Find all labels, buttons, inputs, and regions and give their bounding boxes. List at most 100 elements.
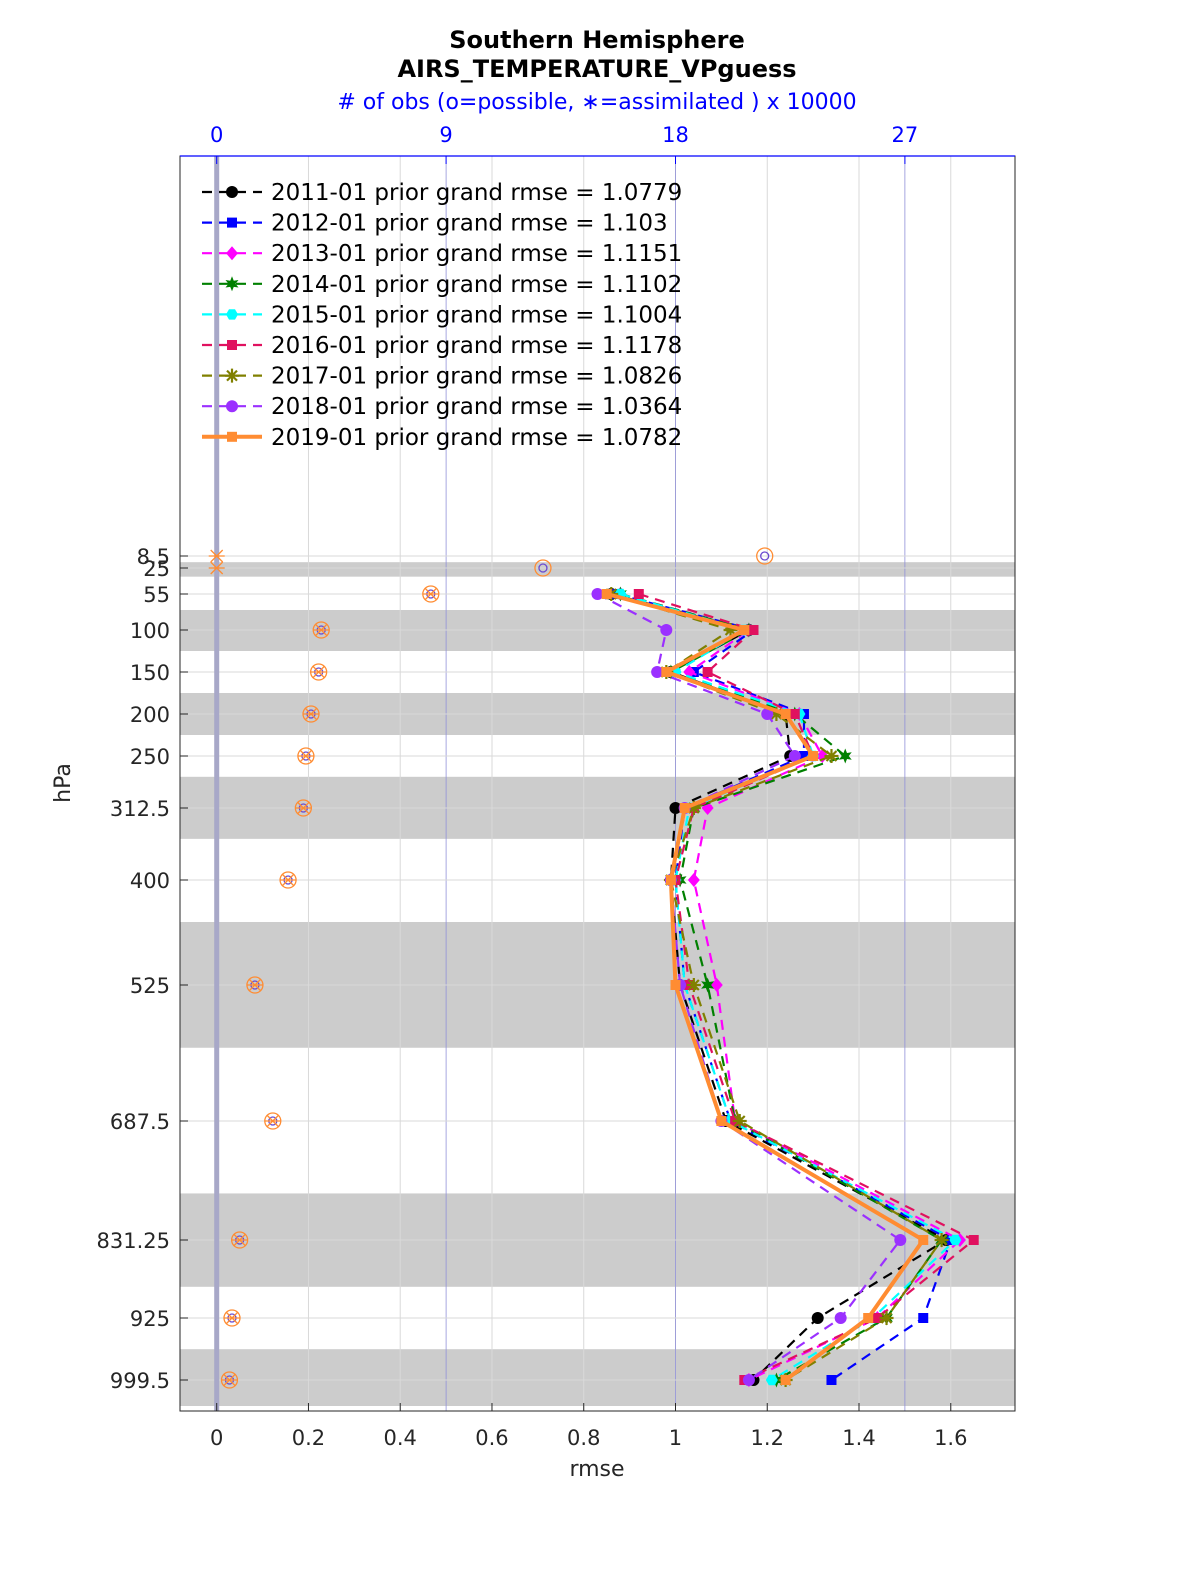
legend-label: 2012-01 prior grand rmse = 1.103 xyxy=(271,211,668,237)
series-line xyxy=(638,592,976,1381)
series-marker xyxy=(824,749,839,763)
x-tick-label: 1 xyxy=(669,1426,682,1450)
obs-assimilated-marker xyxy=(297,749,314,763)
y-tick-label: 150 xyxy=(130,661,170,685)
y-tick-label: 200 xyxy=(130,703,170,727)
series-lines xyxy=(591,586,979,1388)
series-marker xyxy=(934,1233,949,1247)
series-line xyxy=(620,592,962,1381)
series-marker xyxy=(723,623,738,637)
legend: 2011-01 prior grand rmse = 1.0779 2012-01… xyxy=(202,180,682,451)
series-marker xyxy=(748,625,759,635)
series-marker xyxy=(226,309,238,320)
series-marker xyxy=(765,1374,778,1386)
obs-assimilated-marker xyxy=(231,1233,248,1247)
x-axis-label: rmse xyxy=(569,1457,624,1482)
layer-bands xyxy=(180,562,1015,1406)
obs-assimilated-marker xyxy=(303,707,320,721)
obs-possible-marker xyxy=(756,547,774,565)
series-marker xyxy=(894,1234,907,1246)
x-tick-label: 0 xyxy=(210,1426,223,1450)
y-tick-label: 925 xyxy=(130,1307,170,1331)
obs-assimilated-marker xyxy=(295,801,312,815)
obs-assimilated-marker xyxy=(280,873,297,887)
series-marker xyxy=(716,1116,727,1126)
series-marker xyxy=(225,276,239,292)
y-tick-label: 400 xyxy=(130,869,170,893)
series-marker xyxy=(226,246,238,261)
obs-assimilated-marker xyxy=(422,587,439,601)
y-tick-label: 999.5 xyxy=(110,1369,170,1393)
legend-label: 2011-01 prior grand rmse = 1.0779 xyxy=(271,180,682,206)
series-marker xyxy=(679,803,690,813)
series-marker xyxy=(227,217,237,228)
series-marker xyxy=(872,1313,883,1323)
y-tick-label: 100 xyxy=(130,619,170,643)
series-marker xyxy=(769,707,784,721)
series-marker xyxy=(651,666,664,678)
obs-possible-inner xyxy=(760,551,770,561)
series-marker xyxy=(918,1313,929,1323)
chart-title: Southern Hemisphere xyxy=(449,26,745,54)
y-tick-label: 312.5 xyxy=(110,797,170,821)
legend-entry: 2012-01 prior grand rmse = 1.103 xyxy=(202,211,668,237)
series-marker xyxy=(761,708,774,720)
series-marker xyxy=(826,1375,837,1385)
series-marker xyxy=(808,751,819,761)
series-marker xyxy=(660,624,673,636)
legend-label: 2017-01 prior grand rmse = 1.0826 xyxy=(271,364,682,390)
series-marker xyxy=(788,750,801,762)
x-tick-label: 0.2 xyxy=(292,1426,325,1450)
obs-assimilated-marker xyxy=(310,665,327,679)
legend-label: 2013-01 prior grand rmse = 1.1151 xyxy=(271,241,682,267)
series-marker xyxy=(227,340,237,350)
legend-label: 2019-01 prior grand rmse = 1.0782 xyxy=(271,425,682,451)
y-tick-label: 831.25 xyxy=(97,1229,170,1253)
legend-entry: 2019-01 prior grand rmse = 1.0782 xyxy=(202,425,682,451)
legend-label: 2016-01 prior grand rmse = 1.1178 xyxy=(271,333,682,359)
series-marker xyxy=(686,801,701,815)
top-axis-label: # of obs (o=possible, ∗=assimilated ) x … xyxy=(337,90,856,115)
series-line xyxy=(620,592,958,1381)
legend-entry: 2011-01 prior grand rmse = 1.0779 xyxy=(202,180,682,206)
series-marker xyxy=(838,748,852,764)
top-tick-label: 9 xyxy=(439,123,452,147)
y-tick-label: 8.5 xyxy=(137,545,170,569)
series-marker xyxy=(789,709,800,719)
series-marker xyxy=(702,667,713,677)
y-tick-label: 687.5 xyxy=(110,1110,170,1134)
y-tick-label: 25 xyxy=(143,557,170,581)
y-tick-label: 250 xyxy=(130,745,170,769)
series-marker xyxy=(226,186,238,198)
series-marker xyxy=(739,625,750,635)
top-tick-label: 0 xyxy=(210,123,223,147)
legend-entry: 2015-01 prior grand rmse = 1.1004 xyxy=(202,302,682,328)
obs-assimilated-marker xyxy=(313,623,330,637)
series-marker xyxy=(683,665,696,679)
y-tick-label: 55 xyxy=(143,583,170,607)
series-marker xyxy=(225,368,239,383)
series-marker xyxy=(227,431,237,442)
series-marker xyxy=(968,1235,979,1245)
series-marker xyxy=(949,1234,962,1246)
x-tick-label: 1.2 xyxy=(751,1426,784,1450)
layer-band xyxy=(180,1349,1015,1406)
obs-assimilated-marker xyxy=(208,561,225,575)
legend-entry: 2013-01 prior grand rmse = 1.1151 xyxy=(202,241,682,267)
series-marker xyxy=(701,977,715,993)
series-line xyxy=(620,592,944,1381)
obs-assimilated-marker xyxy=(221,1373,238,1387)
series-marker xyxy=(863,1313,874,1323)
series-marker xyxy=(686,978,701,992)
top-tick-label: 18 xyxy=(662,123,689,147)
series-group xyxy=(601,589,929,1385)
obs-assimilated-marker xyxy=(223,1311,240,1325)
legend-entry: 2016-01 prior grand rmse = 1.1178 xyxy=(202,333,682,359)
obs-assimilated-marker xyxy=(246,978,263,992)
series-marker xyxy=(780,1375,791,1385)
y-axis-label: hPa xyxy=(51,763,76,803)
obs-assimilated-marker xyxy=(264,1114,281,1128)
legend-entry: 2014-01 prior grand rmse = 1.1102 xyxy=(202,272,682,298)
series-marker xyxy=(661,667,672,677)
